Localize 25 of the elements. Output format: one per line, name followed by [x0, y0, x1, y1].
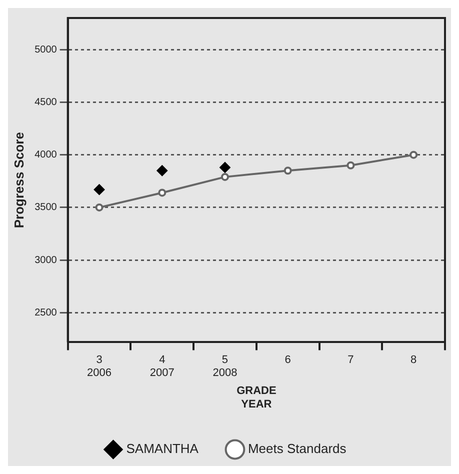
point	[156, 165, 168, 176]
point	[346, 161, 355, 170]
x-tick-label: 3 2006	[87, 354, 112, 380]
x-tick-label: 8	[410, 354, 417, 366]
point	[410, 150, 418, 159]
y-axis-title: Progress Score	[11, 132, 26, 228]
x-tick-label: 6	[284, 354, 291, 366]
y-tick-label: 2500	[34, 307, 58, 318]
point	[219, 162, 230, 173]
legend-label: Meets Standards	[248, 441, 347, 456]
point	[158, 188, 166, 197]
y-tick-label: 4000	[34, 150, 58, 161]
point	[284, 166, 292, 175]
y-tick-label: 5000	[34, 44, 58, 56]
y-tick-label: 3000	[34, 254, 58, 266]
legend-label: SAMANTHA	[126, 441, 199, 456]
y-tick-label: 4500	[34, 96, 58, 108]
x-tick-label: 5 2008	[212, 354, 238, 380]
point	[95, 203, 104, 212]
x-tick-label: 4 2007	[150, 354, 174, 380]
x-tick-label: 7	[348, 354, 354, 366]
x-axis-title: GRADE YEAR	[236, 385, 276, 410]
y-tick-label: 3500	[34, 202, 58, 214]
point	[94, 184, 105, 196]
point	[220, 172, 229, 181]
